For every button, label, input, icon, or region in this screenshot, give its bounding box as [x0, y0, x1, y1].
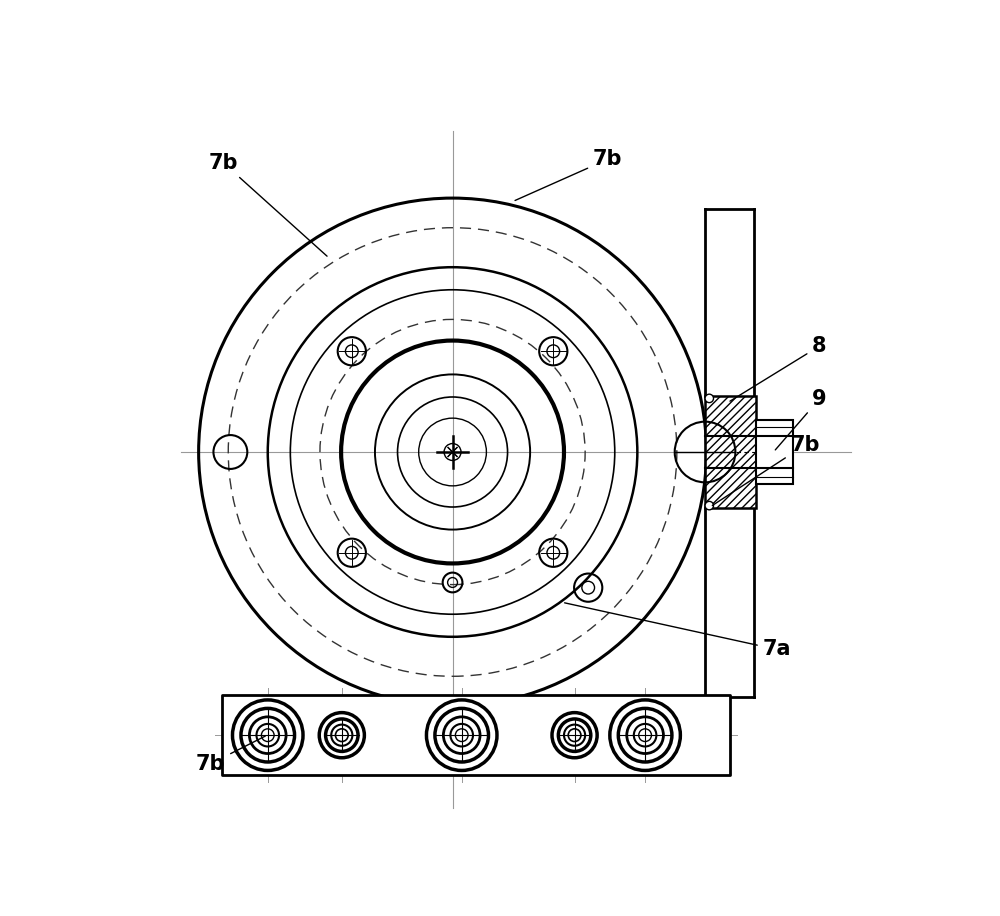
Text: 7a: 7a — [565, 603, 791, 660]
Text: 7b: 7b — [209, 153, 327, 256]
Bar — [222, 695, 730, 775]
Text: 7b: 7b — [712, 435, 820, 506]
Bar — [705, 396, 756, 508]
Text: 7b: 7b — [515, 149, 622, 201]
Circle shape — [705, 394, 714, 403]
Text: 7b: 7b — [196, 736, 265, 774]
Bar — [756, 420, 793, 484]
Text: 9: 9 — [775, 389, 827, 450]
Circle shape — [705, 501, 714, 510]
Text: 8: 8 — [730, 336, 827, 401]
